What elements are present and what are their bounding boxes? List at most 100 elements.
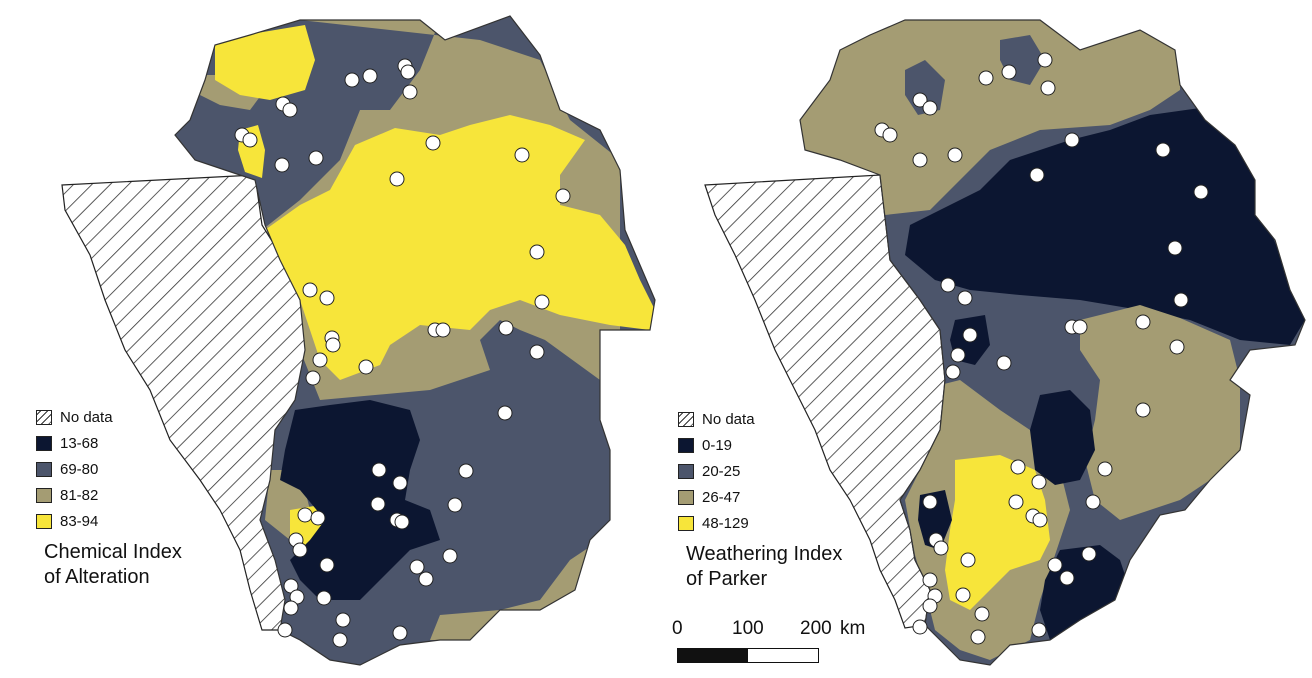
- sample-site-marker: [292, 542, 308, 558]
- legend-label: No data: [702, 410, 755, 428]
- left-class4-central: [262, 115, 655, 380]
- sample-site-marker: [978, 70, 994, 86]
- sample-site-marker: [996, 355, 1012, 371]
- sample-site-marker: [922, 598, 938, 614]
- scale-label-200: 200: [800, 618, 832, 639]
- sample-site-marker: [1032, 512, 1048, 528]
- left-map: [61, 15, 656, 666]
- sample-site-marker: [945, 364, 961, 380]
- sample-site-marker: [957, 290, 973, 306]
- sample-site-marker: [389, 171, 405, 187]
- sample-site-marker: [922, 494, 938, 510]
- sample-site-marker: [1001, 64, 1017, 80]
- legend-item-class1: 0-19: [678, 432, 755, 458]
- sample-site-marker: [370, 496, 386, 512]
- sample-site-marker: [912, 92, 928, 108]
- sample-site-marker: [442, 548, 458, 564]
- sample-site-marker: [394, 514, 410, 530]
- sample-site-marker: [882, 127, 898, 143]
- sample-site-marker: [1169, 339, 1185, 355]
- sample-site-marker: [1097, 461, 1113, 477]
- sample-site-marker: [325, 337, 341, 353]
- sample-site-marker: [1031, 474, 1047, 490]
- left-title-line1: Chemical Index: [44, 541, 182, 563]
- class4-swatch: [36, 513, 52, 529]
- sample-site-marker: [344, 72, 360, 88]
- scale-label-100: 100: [732, 618, 764, 639]
- sample-site-marker: [319, 557, 335, 573]
- sample-site-marker: [277, 622, 293, 638]
- legend-item-no-data: No data: [36, 404, 113, 430]
- legend-label: 69-80: [60, 460, 99, 478]
- sample-site-marker: [534, 294, 550, 310]
- sample-site-marker: [1155, 142, 1171, 158]
- sample-site-marker: [1047, 557, 1063, 573]
- legend-item-class4: 48-129: [678, 510, 755, 536]
- sample-site-marker: [1173, 292, 1189, 308]
- sample-site-marker: [402, 84, 418, 100]
- sample-site-marker: [1085, 494, 1101, 510]
- sample-site-marker: [409, 559, 425, 575]
- scale-bar-graphic: [677, 648, 819, 663]
- scale-unit: km: [840, 618, 866, 639]
- sample-site-marker: [1193, 184, 1209, 200]
- right-class1-center-blob: [1030, 390, 1095, 485]
- sample-site-marker: [283, 600, 299, 616]
- left-class4-top: [215, 25, 315, 100]
- class2-swatch: [678, 463, 694, 479]
- legend-item-no-data: No data: [678, 406, 755, 432]
- sample-site-marker: [1135, 402, 1151, 418]
- left-title-line2: of Alteration: [44, 566, 150, 588]
- sample-site-marker: [497, 405, 513, 421]
- right-map-title: Weathering Index of Parker: [686, 542, 842, 592]
- left-legend: No data 13-68 69-80 81-82 83-94: [36, 404, 113, 534]
- sample-site-marker: [308, 150, 324, 166]
- left-sample-points: [234, 58, 571, 648]
- right-map: [704, 19, 1306, 666]
- sample-site-marker: [435, 322, 451, 338]
- sample-site-marker: [1037, 52, 1053, 68]
- right-class3-middle: [1080, 305, 1240, 520]
- sample-site-marker: [974, 606, 990, 622]
- legend-label: No data: [60, 408, 113, 426]
- sample-site-marker: [335, 612, 351, 628]
- sample-site-marker: [242, 132, 258, 148]
- sample-site-marker: [947, 147, 963, 163]
- class1-swatch: [36, 435, 52, 451]
- sample-site-marker: [274, 157, 290, 173]
- sample-site-marker: [529, 344, 545, 360]
- right-title-line1: Weathering Index: [686, 543, 843, 565]
- left-map-outline: [174, 15, 656, 666]
- scale-bar: 0 100 200 km: [670, 618, 865, 668]
- legend-item-class2: 20-25: [678, 458, 755, 484]
- sample-site-marker: [960, 552, 976, 568]
- right-title-line2: of Parker: [686, 568, 768, 590]
- sample-site-marker: [1064, 132, 1080, 148]
- sample-site-marker: [1059, 570, 1075, 586]
- legend-item-class3: 81-82: [36, 482, 113, 508]
- sample-site-marker: [458, 463, 474, 479]
- left-class1-zone: [280, 400, 440, 600]
- legend-label: 81-82: [60, 486, 99, 504]
- sample-site-marker: [514, 147, 530, 163]
- sample-site-marker: [962, 327, 978, 343]
- sample-site-marker: [319, 290, 335, 306]
- sample-site-marker: [933, 540, 949, 556]
- legend-item-class2: 69-80: [36, 456, 113, 482]
- sample-site-marker: [555, 188, 571, 204]
- sample-site-marker: [912, 152, 928, 168]
- legend-label: 48-129: [702, 514, 749, 532]
- right-class1-southeast: [1040, 545, 1130, 640]
- sample-site-marker: [282, 102, 298, 118]
- scale-bar-black-segment: [678, 649, 748, 662]
- right-class1-north: [905, 108, 1305, 345]
- sample-site-marker: [1081, 546, 1097, 562]
- sample-site-marker: [400, 64, 416, 80]
- sample-site-marker: [1135, 314, 1151, 330]
- sample-site-marker: [950, 347, 966, 363]
- sample-site-marker: [1008, 494, 1024, 510]
- sample-site-marker: [498, 320, 514, 336]
- scale-label-0: 0: [672, 618, 683, 639]
- no-data-swatch: [36, 409, 52, 425]
